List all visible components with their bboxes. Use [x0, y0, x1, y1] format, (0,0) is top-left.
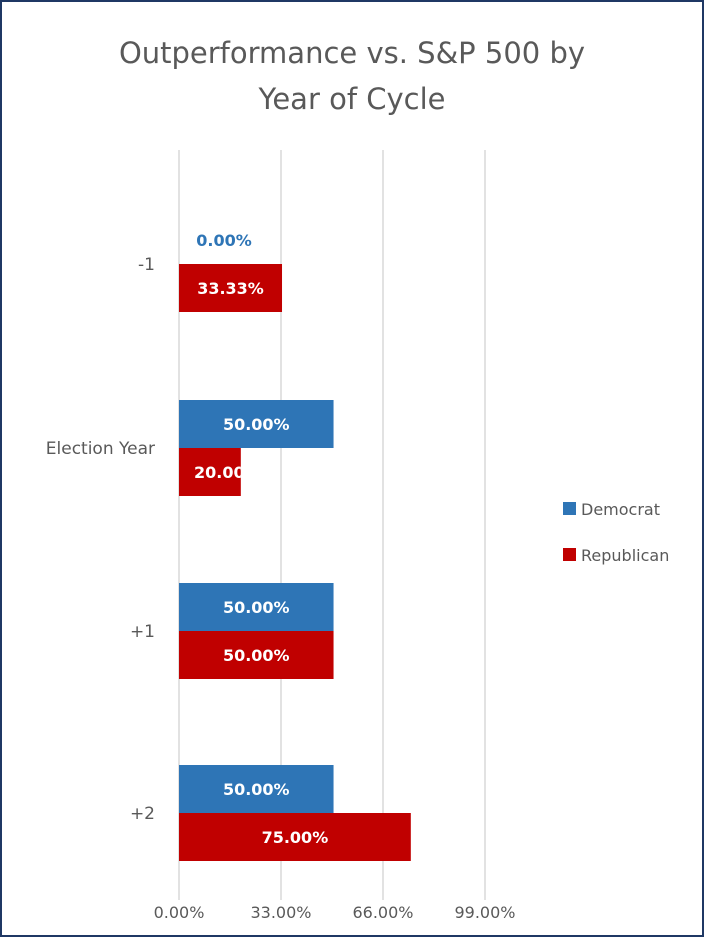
data-label: 50.00% — [223, 598, 290, 617]
bar-democrat — [179, 765, 334, 813]
legend-label-republican: Republican — [581, 546, 669, 565]
data-label: 50.00% — [223, 415, 290, 434]
bar-republican — [179, 448, 241, 496]
x-tick-label: 99.00% — [454, 903, 515, 922]
bar-republican — [179, 264, 283, 312]
bar-republican — [179, 813, 411, 861]
bar-democrat — [179, 583, 334, 631]
data-label: 75.00% — [262, 828, 329, 847]
chart-title: Outperformance vs. S&P 500 by Year of Cy… — [118, 36, 586, 116]
category-label: +2 — [130, 804, 155, 824]
x-tick-label: 33.00% — [250, 903, 311, 922]
data-label: 0.00% — [196, 231, 252, 250]
category-label: Election Year — [46, 439, 155, 459]
x-tick-label: 66.00% — [352, 903, 413, 922]
data-label: 50.00% — [223, 646, 290, 665]
legend-swatch-republican — [563, 548, 576, 561]
data-label: 50.00% — [223, 780, 290, 799]
x-tick-label: 0.00% — [154, 903, 205, 922]
category-label: -1 — [138, 255, 155, 275]
bar-democrat — [179, 400, 334, 448]
bar-republican — [179, 631, 334, 679]
category-label: +1 — [130, 622, 155, 642]
legend-label-democrat: Democrat — [581, 500, 660, 519]
data-label: 33.33% — [197, 279, 264, 298]
legend-swatch-democrat — [563, 502, 576, 515]
data-label: 20.00% — [194, 463, 261, 482]
